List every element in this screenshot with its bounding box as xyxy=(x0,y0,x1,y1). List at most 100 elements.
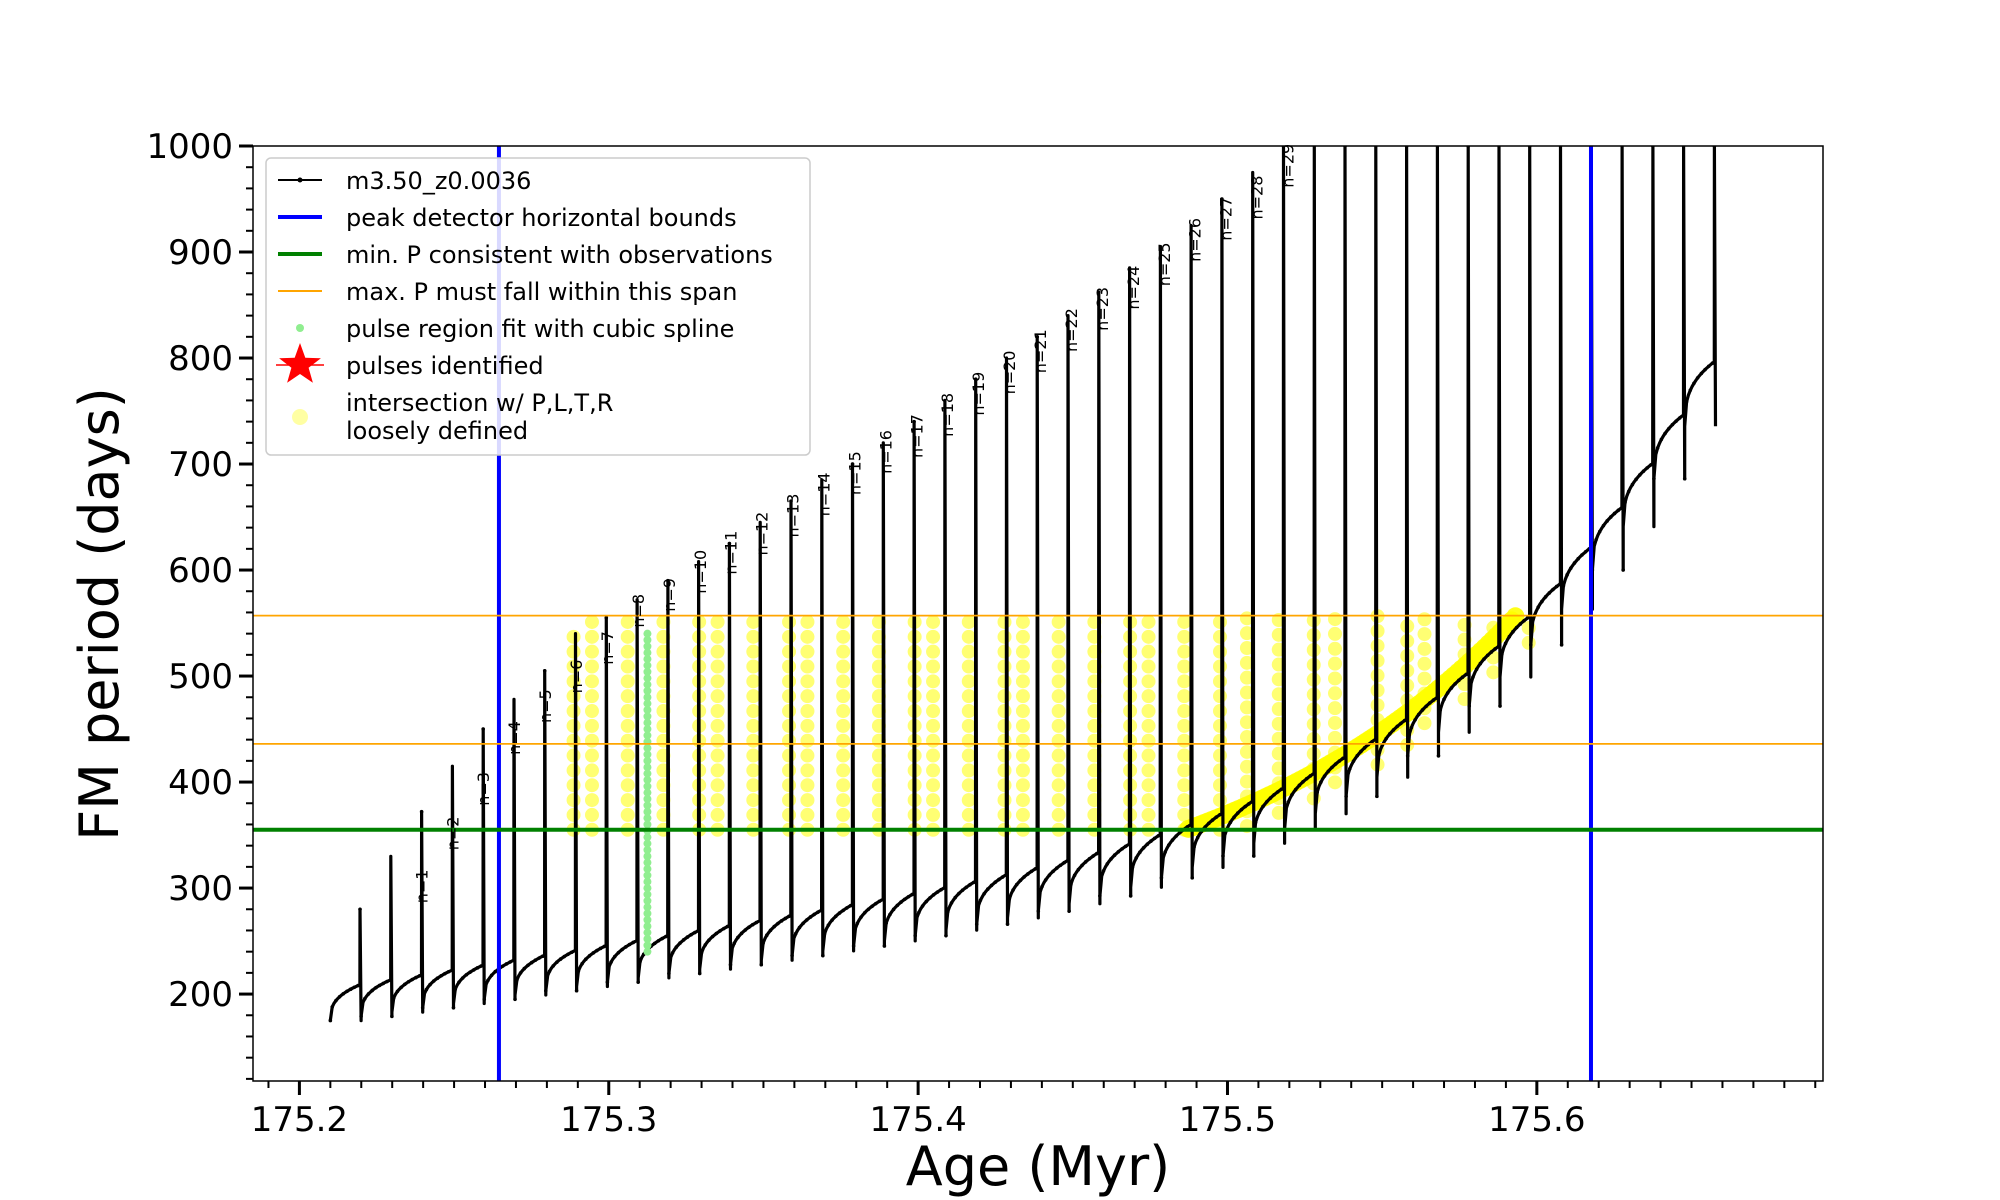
intersection-point xyxy=(584,778,599,793)
series-point xyxy=(1250,799,1255,804)
spline-point xyxy=(643,852,652,861)
series-point xyxy=(1580,553,1584,557)
spline-point xyxy=(643,686,652,695)
series-point xyxy=(1413,718,1417,722)
series-point xyxy=(1677,416,1682,420)
series-point xyxy=(374,985,378,990)
series-point xyxy=(377,983,382,988)
series-point xyxy=(511,958,516,963)
series-point xyxy=(451,1005,456,1010)
series-point xyxy=(759,962,764,967)
pulse-label: n=24 xyxy=(1124,266,1143,310)
intersection-point xyxy=(782,763,797,778)
series-point xyxy=(1682,476,1687,481)
series-point xyxy=(1449,686,1454,690)
series-point xyxy=(471,968,476,972)
series-point xyxy=(978,898,983,903)
intersection-point xyxy=(926,689,941,704)
series-point xyxy=(635,938,639,943)
series-point xyxy=(783,916,788,921)
intersection-point xyxy=(1417,641,1432,656)
series-point xyxy=(595,948,599,953)
intersection-point xyxy=(1015,733,1030,748)
series-point xyxy=(555,960,559,964)
series-point xyxy=(1655,446,1660,450)
intersection-point xyxy=(961,614,976,629)
series-point xyxy=(486,978,490,983)
series-point xyxy=(913,933,917,938)
series-point xyxy=(544,988,548,993)
series-point xyxy=(1174,834,1179,838)
series-point xyxy=(667,971,671,976)
series-point xyxy=(703,943,708,947)
series-point xyxy=(1428,701,1432,705)
series-point xyxy=(790,953,794,958)
series-point xyxy=(888,912,892,917)
series-point xyxy=(602,944,607,949)
intersection-point xyxy=(800,659,815,674)
intersection-point xyxy=(746,659,761,674)
series-point xyxy=(660,936,664,941)
series-point xyxy=(707,938,711,942)
spline-point xyxy=(643,763,652,772)
intersection-point xyxy=(836,659,851,674)
series-point xyxy=(1067,909,1071,913)
x-tick-label: 175.5 xyxy=(1179,1100,1276,1140)
series-point xyxy=(1341,756,1345,761)
legend-label: pulse region fit with cubic spline xyxy=(346,315,734,343)
series-point xyxy=(1706,364,1711,369)
series-point xyxy=(366,992,371,996)
series-point xyxy=(1235,811,1240,815)
intersection-point xyxy=(1239,626,1254,641)
series-point xyxy=(1076,867,1081,872)
series-point xyxy=(576,969,581,973)
intersection-point xyxy=(800,748,815,763)
series-point xyxy=(352,985,357,990)
legend-dot-icon xyxy=(296,324,304,332)
series-point xyxy=(446,969,451,974)
series-point xyxy=(1043,878,1048,882)
intersection-point xyxy=(997,778,1012,793)
spline-point xyxy=(643,934,652,943)
series-point xyxy=(636,980,640,984)
series-point xyxy=(944,933,948,938)
spline-point xyxy=(643,871,652,880)
spline-point xyxy=(643,642,652,651)
series-point xyxy=(1612,511,1617,516)
series-point xyxy=(805,918,809,922)
intersection-point xyxy=(961,644,976,659)
intersection-point xyxy=(584,718,599,733)
intersection-point xyxy=(1239,685,1254,700)
spline-point xyxy=(643,648,652,657)
series-point xyxy=(1134,856,1138,860)
pulse-label: n=7 xyxy=(598,631,617,665)
intersection-point xyxy=(926,674,941,689)
series-point xyxy=(1094,851,1099,856)
intersection-point xyxy=(1141,614,1156,629)
series-point xyxy=(388,978,393,982)
spline-point xyxy=(643,890,652,899)
series-point xyxy=(1399,721,1403,726)
series-point xyxy=(928,896,932,900)
series-point xyxy=(699,950,704,955)
intersection-point xyxy=(1212,674,1227,689)
intersection-point xyxy=(836,614,851,629)
pulse-label: n=1 xyxy=(412,870,431,904)
series-point xyxy=(1251,854,1256,858)
series-point xyxy=(1442,697,1446,702)
intersection-point xyxy=(710,659,725,674)
spline-point xyxy=(643,731,652,740)
series-point xyxy=(718,929,722,933)
series-point xyxy=(1170,838,1175,842)
intersection-point xyxy=(1141,807,1156,822)
series-point xyxy=(1551,587,1555,592)
intersection-point xyxy=(836,629,851,644)
series-point xyxy=(855,921,860,926)
intersection-point xyxy=(1417,627,1432,642)
series-point xyxy=(1565,573,1569,577)
series-point xyxy=(747,925,751,929)
intersection-point xyxy=(1051,793,1066,808)
series-point xyxy=(562,954,567,959)
pulse-label: n=22 xyxy=(1062,308,1081,352)
series-point xyxy=(1695,376,1700,380)
